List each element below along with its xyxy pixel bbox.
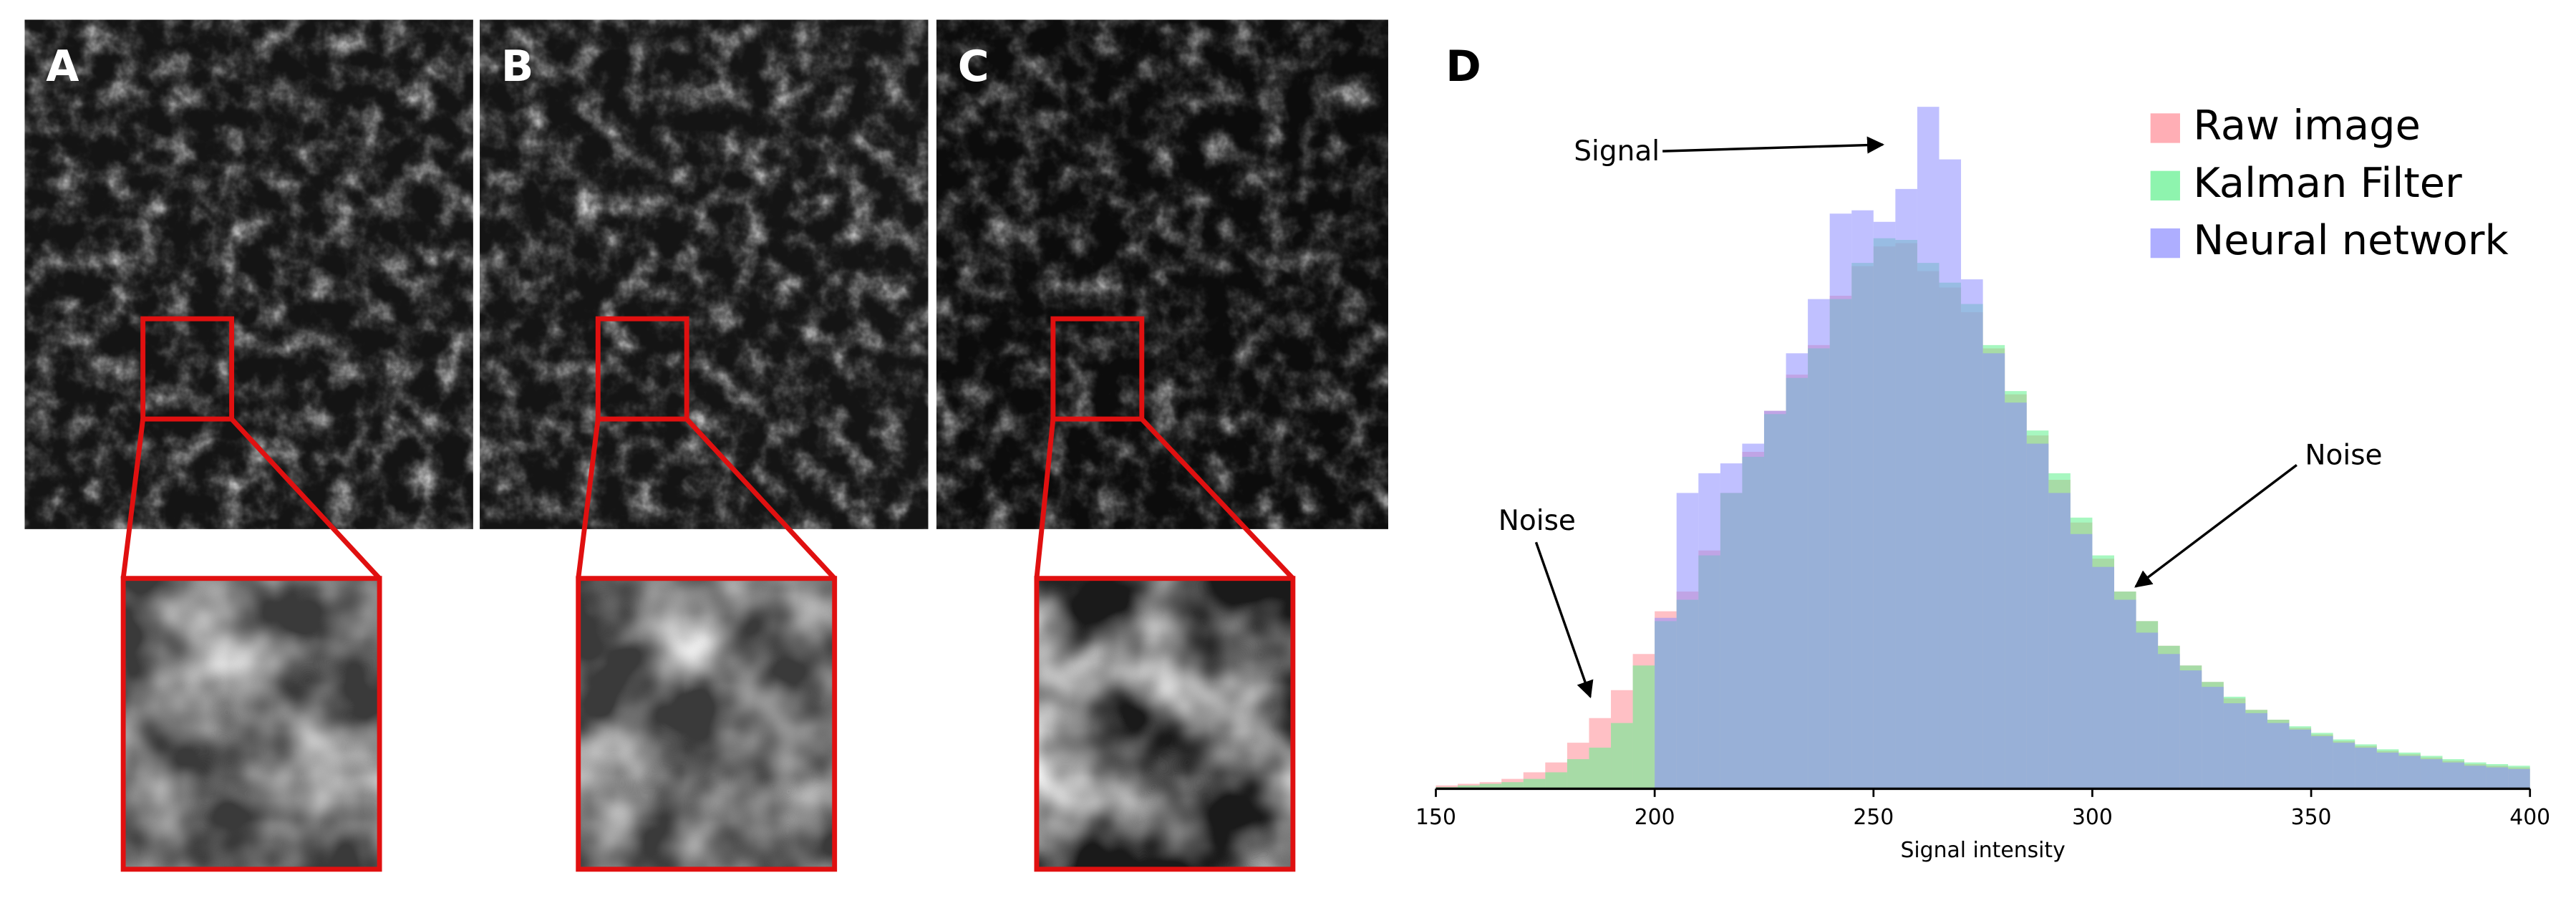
legend-swatch bbox=[2150, 170, 2180, 201]
x-axis-label: Signal intensity bbox=[1900, 838, 2065, 863]
x-tick-label: 250 bbox=[1853, 805, 1894, 830]
histogram-bar bbox=[2376, 752, 2399, 789]
histogram-bar bbox=[1698, 473, 1720, 789]
histogram-bar bbox=[2158, 654, 2180, 789]
histogram-bar bbox=[2267, 723, 2290, 789]
histogram-bar bbox=[2420, 759, 2443, 789]
zoom-lines-a bbox=[120, 417, 382, 581]
legend-swatch bbox=[2150, 113, 2180, 143]
histogram-bar bbox=[2005, 402, 2027, 789]
arrow bbox=[1662, 136, 1885, 154]
histogram-bar bbox=[1545, 772, 1567, 789]
image-b-texture bbox=[480, 19, 929, 529]
histogram-bar bbox=[2114, 599, 2136, 789]
histogram-bar bbox=[2486, 767, 2509, 789]
histogram-bar bbox=[1501, 782, 1524, 789]
legend-label: Kalman Filter bbox=[2193, 159, 2462, 207]
image-panels: A B C bbox=[24, 19, 1388, 872]
legend-swatch bbox=[2150, 228, 2180, 259]
roi-b bbox=[595, 316, 689, 422]
histogram-bar bbox=[2202, 687, 2224, 789]
histogram-bar bbox=[1873, 221, 1896, 789]
histogram-bar bbox=[1786, 353, 1808, 789]
histogram-bar bbox=[2464, 766, 2487, 789]
annotation: Signal bbox=[1574, 135, 1660, 168]
zoom-b-texture bbox=[578, 578, 835, 869]
zoom-lines-c bbox=[1034, 417, 1295, 581]
histogram-bar bbox=[1829, 213, 1852, 789]
histogram-chart: D Signal intensity Signal Noise Noise 15… bbox=[1415, 42, 2550, 863]
histogram-bar bbox=[2311, 735, 2333, 789]
image-a-texture bbox=[24, 19, 473, 529]
zoom-frame-a bbox=[120, 576, 382, 872]
image-c-texture bbox=[936, 19, 1388, 529]
annotation: Noise bbox=[1498, 505, 1576, 537]
histogram-bar bbox=[1589, 748, 1612, 789]
histogram-bar bbox=[1982, 353, 2005, 789]
histogram-bar bbox=[1895, 188, 1917, 789]
panel-label: B bbox=[501, 42, 533, 92]
histogram-bar bbox=[2333, 743, 2355, 789]
histogram-bar bbox=[1808, 299, 1830, 789]
x-tick-label: 350 bbox=[2291, 805, 2332, 830]
legend-label: Neural network bbox=[2193, 216, 2509, 264]
histogram-bar bbox=[2442, 762, 2465, 789]
histogram-bar bbox=[2048, 493, 2071, 789]
histogram-bar bbox=[1917, 107, 1940, 789]
histogram-bar bbox=[1851, 210, 1874, 789]
histogram-bar bbox=[2092, 566, 2115, 789]
histogram-bar bbox=[1567, 759, 1589, 789]
histogram-bar bbox=[1939, 159, 1962, 789]
histogram-bar bbox=[2179, 670, 2202, 789]
histogram-bar bbox=[2136, 632, 2159, 789]
histogram-bar bbox=[1676, 493, 1699, 789]
zoom-lines-b bbox=[576, 417, 837, 581]
histogram-bar bbox=[1655, 617, 1677, 789]
panel-label: A bbox=[46, 42, 79, 92]
roi-c bbox=[1050, 316, 1145, 422]
panel-label: D bbox=[1446, 42, 1481, 92]
histogram-bar bbox=[1479, 783, 1502, 789]
histogram-bar bbox=[2245, 713, 2267, 789]
histogram-bar bbox=[1611, 723, 1633, 789]
histogram-bar bbox=[1435, 785, 1458, 789]
zoom-frame-c bbox=[1034, 576, 1296, 872]
zoom-c-texture bbox=[1036, 578, 1293, 869]
histogram-bar bbox=[1961, 279, 1983, 789]
x-tick-label: 200 bbox=[1635, 805, 1675, 830]
zoom-a-texture bbox=[123, 578, 380, 869]
histogram-bar bbox=[1523, 778, 1546, 789]
annotation-arrows bbox=[1534, 136, 2297, 699]
histogram-bar bbox=[2070, 534, 2093, 789]
histogram-bar bbox=[2398, 755, 2421, 789]
histogram-bar bbox=[2026, 443, 2049, 789]
x-tick-label: 150 bbox=[1415, 805, 1456, 830]
histogram-bar bbox=[1742, 443, 1764, 789]
histogram-bar bbox=[2223, 703, 2246, 789]
histogram-bar bbox=[1458, 785, 1480, 789]
roi-a bbox=[140, 316, 235, 422]
panel-label: C bbox=[958, 42, 989, 92]
x-tick-label: 400 bbox=[2509, 805, 2550, 830]
arrow bbox=[2134, 463, 2297, 588]
histogram-bar bbox=[1763, 410, 1786, 789]
histogram-bar bbox=[2355, 748, 2377, 789]
histogram-bar bbox=[2289, 729, 2312, 789]
annotation: Noise bbox=[2305, 439, 2382, 471]
histogram-bar bbox=[1632, 665, 1655, 789]
zoom-frame-b bbox=[576, 576, 838, 872]
histogram-bar bbox=[2508, 768, 2530, 789]
x-tick-label: 300 bbox=[2072, 805, 2113, 830]
arrow bbox=[1534, 541, 1594, 699]
histogram-bar bbox=[1720, 463, 1743, 789]
legend-label: Raw image bbox=[2193, 102, 2421, 150]
zoom-frames bbox=[120, 316, 1296, 872]
